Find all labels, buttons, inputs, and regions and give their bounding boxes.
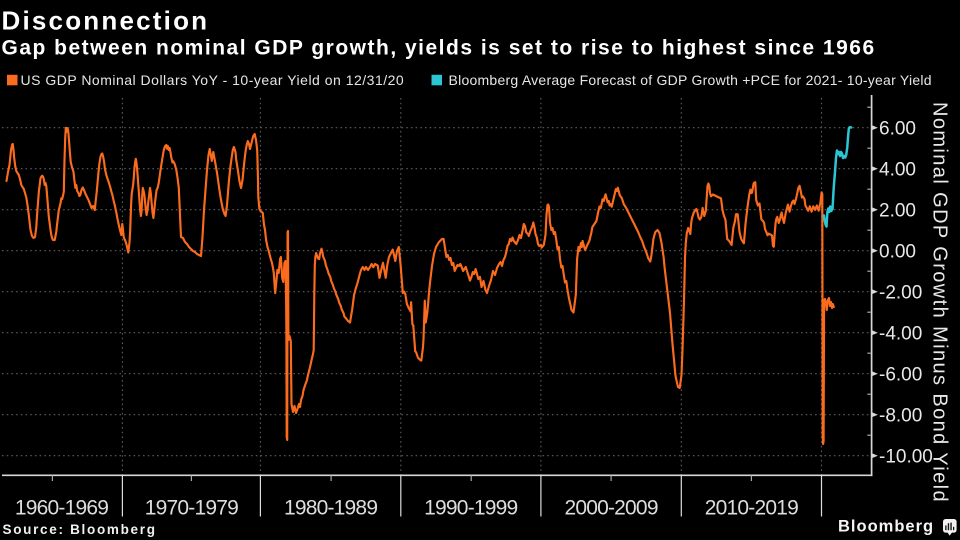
svg-text:-2.00: -2.00 — [879, 282, 922, 303]
svg-text:2.00: 2.00 — [879, 200, 916, 221]
svg-text:Bloomberg: Bloomberg — [838, 518, 934, 536]
svg-text:2010-2019: 2010-2019 — [705, 497, 798, 520]
svg-text:-10.00: -10.00 — [879, 446, 933, 467]
svg-text:1980-1989: 1980-1989 — [284, 497, 377, 520]
svg-text:4.00: 4.00 — [879, 159, 916, 180]
svg-text:0.00: 0.00 — [879, 241, 916, 262]
svg-text:Gap between nominal GDP growth: Gap between nominal GDP growth, yields i… — [2, 37, 876, 60]
svg-text:2000-2009: 2000-2009 — [564, 497, 657, 520]
svg-text:Source: Bloomberg: Source: Bloomberg — [3, 522, 157, 537]
svg-text:-4.00: -4.00 — [879, 323, 922, 344]
svg-text:1970-1979: 1970-1979 — [145, 497, 238, 520]
svg-text:US GDP Nominal Dollars YoY - 1: US GDP Nominal Dollars YoY - 10-year Yie… — [21, 72, 405, 88]
svg-text:-8.00: -8.00 — [879, 405, 922, 426]
svg-text:1960-1969: 1960-1969 — [15, 497, 108, 520]
svg-text:Nominal GDP Growth Minus Bond: Nominal GDP Growth Minus Bond Yield — [929, 102, 951, 503]
svg-text:Disconnection: Disconnection — [2, 6, 210, 36]
svg-text:6.00: 6.00 — [879, 118, 916, 139]
svg-text:1990-1999: 1990-1999 — [424, 497, 517, 520]
svg-text:Bloomberg Average Forecast of: Bloomberg Average Forecast of GDP Growth… — [449, 72, 932, 88]
svg-text:-6.00: -6.00 — [879, 364, 922, 385]
